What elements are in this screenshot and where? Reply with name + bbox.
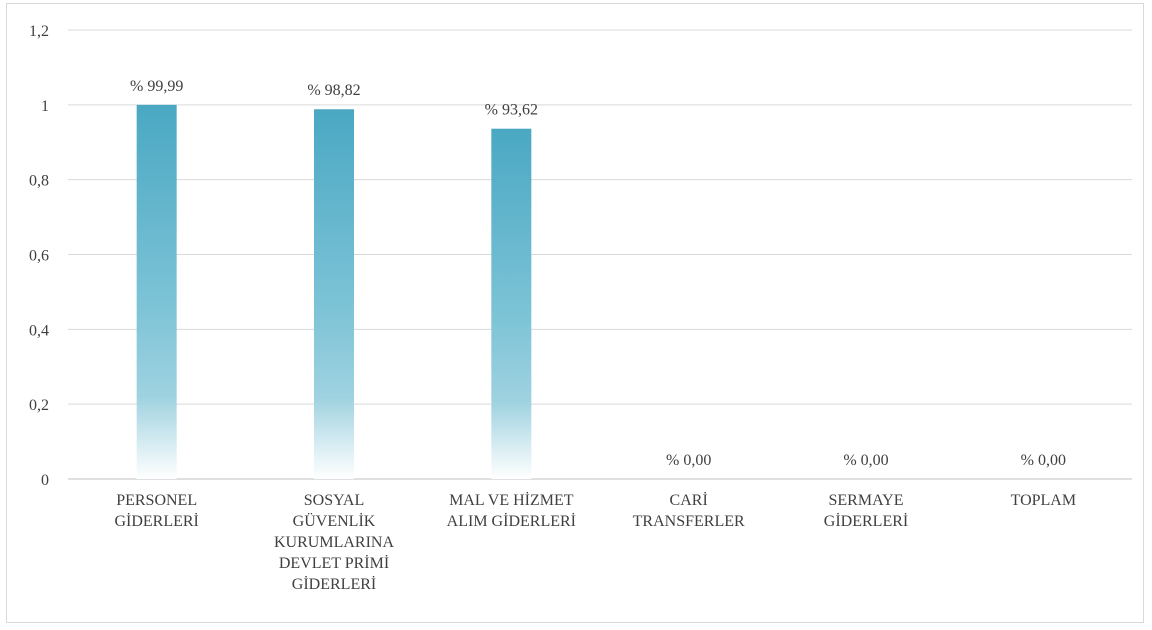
y-tick-label: 0,6 (29, 248, 49, 265)
x-tick-label-line: MAL VE HİZMET (449, 491, 574, 509)
data-label: % 98,82 (307, 82, 360, 99)
x-tick-label-line: TRANSFERLER (633, 513, 745, 530)
x-tick-label-line: DEVLET PRİMİ (279, 554, 389, 572)
x-tick-label-line: PERSONEL (116, 492, 197, 509)
bar (136, 104, 177, 479)
bar (314, 109, 354, 479)
bars (136, 104, 532, 479)
y-tick-label: 1 (41, 98, 49, 115)
y-tick-label: 0,4 (29, 322, 49, 339)
x-tick-label-line: SOSYAL (304, 492, 364, 509)
x-axis-categories: PERSONEL GİDERLERİ SOSYAL GÜVENLİK KURUMLARI… (114, 491, 1076, 593)
x-tick-label: PERSONEL GİDERLERİ (114, 492, 198, 530)
x-tick-label-line: TOPLAM (1011, 492, 1077, 509)
data-label: % 93,62 (485, 102, 538, 119)
x-tick-label-line: ALIM GİDERLERİ (447, 512, 576, 530)
y-tick-label: 0,2 (29, 397, 49, 414)
data-label: % 0,00 (1021, 452, 1066, 469)
y-tick-label: 0 (41, 472, 49, 489)
gridlines (68, 29, 1132, 480)
x-tick-label-line: GÜVENLİK (293, 512, 376, 530)
x-tick-label-line: KURUMLARINA (274, 534, 394, 551)
y-tick-label: 1,2 (29, 23, 49, 40)
x-tick-label-line: GİDERLERİ (824, 512, 908, 530)
x-tick-label-line: SERMAYE (829, 492, 904, 509)
bar (491, 128, 532, 479)
x-tick-label-line: GİDERLERİ (114, 512, 198, 530)
y-axis-ticks: 0 0,2 0,4 0,6 0,8 1 1,2 (29, 23, 49, 489)
data-label: % 0,00 (843, 452, 888, 469)
x-tick-label-line: CARİ (670, 491, 708, 509)
x-tick-label: MAL VE HİZMET ALIM GİDERLERİ (447, 491, 576, 530)
x-tick-label: SERMAYE GİDERLERİ (824, 492, 908, 530)
y-tick-label: 0,8 (29, 173, 49, 190)
data-label: % 0,00 (666, 452, 711, 469)
x-tick-label: SOSYAL GÜVENLİK KURUMLARINA DEVLET PRİMİ GİD… (274, 492, 394, 593)
x-tick-label: CARİ TRANSFERLER (633, 491, 745, 530)
data-labels: % 99,99 % 98,82 % 93,62 % 0,00 % 0,00 % 0,00 (130, 78, 1066, 469)
chart-frame (6, 3, 1144, 623)
x-tick-label: TOPLAM (1011, 492, 1077, 509)
data-label: % 99,99 (130, 78, 183, 95)
x-tick-label-line: GİDERLERİ (292, 575, 376, 593)
